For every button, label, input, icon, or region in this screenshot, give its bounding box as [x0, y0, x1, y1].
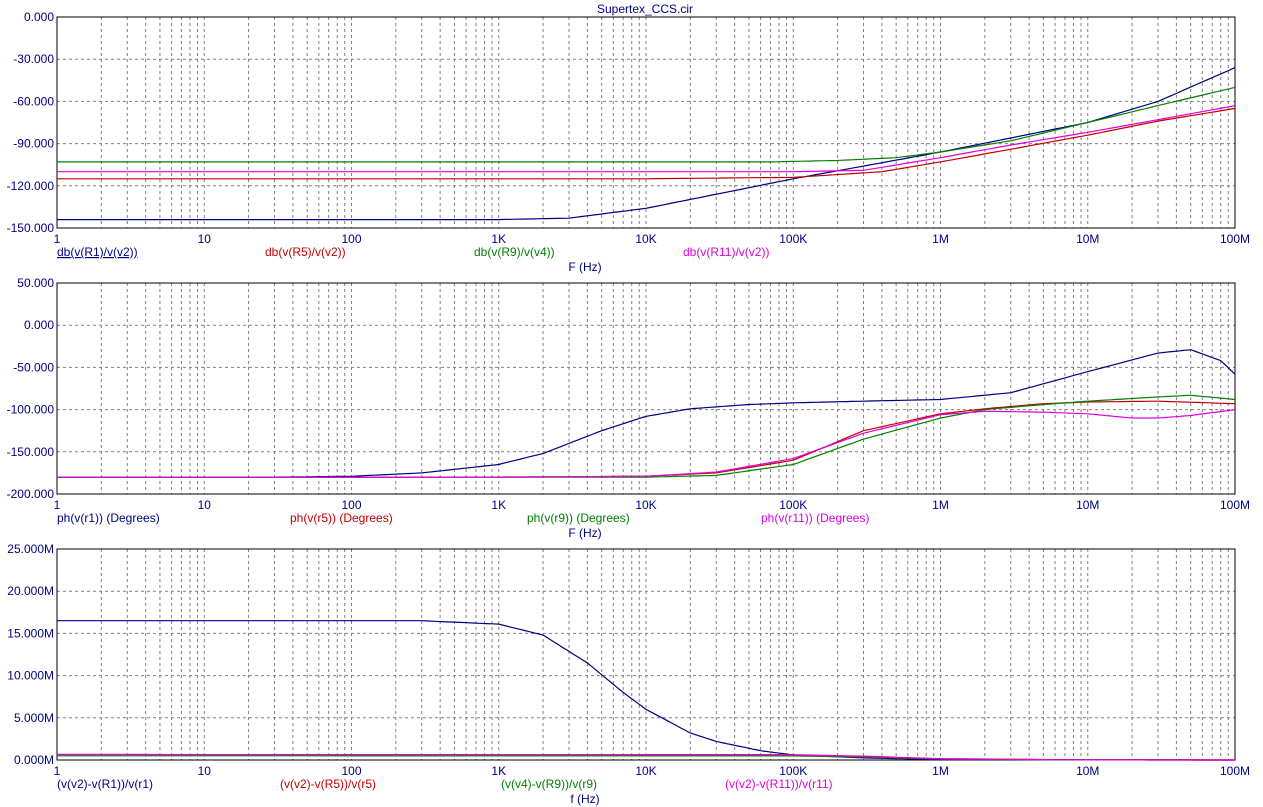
plot-frame [56, 282, 1236, 495]
y-tick-label: -60.000 [13, 94, 54, 108]
y-tick-label: -90.000 [13, 137, 54, 151]
y-tick-label: -30.000 [13, 52, 54, 66]
x-tick-label: 1M [932, 764, 949, 778]
series-line-3 [57, 409, 1236, 478]
x-tick-label: 1K [491, 498, 506, 512]
x-tick-label: 10K [635, 764, 656, 778]
y-tick-label: 10.000M [7, 669, 54, 683]
legend-entry: ph(v(r5)) (Degrees) [290, 511, 393, 525]
plot-frame [56, 16, 1236, 229]
x-tick-label: 10M [1076, 232, 1099, 246]
legend-entry: db(v(R1)/v(v2)) [57, 245, 138, 259]
x-tick-label: 100K [779, 498, 807, 512]
series-line-3 [57, 753, 1235, 761]
y-tick-label: 5.000M [14, 711, 54, 725]
series-line-3 [57, 105, 1236, 173]
x-tick-label: 10K [635, 498, 656, 512]
x-tick-label: 1M [932, 232, 949, 246]
series-line-2 [57, 394, 1236, 478]
legend-entry: db(v(R11)/v(v2)) [683, 245, 769, 259]
series-line-0 [57, 349, 1236, 478]
x-tick-label: 100K [779, 764, 807, 778]
current-ratio-plot: 25.000M 20.000M 15.000M 10.000M 5.000M 0.000M… [7, 542, 1250, 806]
y-tick-label: 0.000M [14, 753, 54, 767]
y-tick-label: 50.000 [17, 276, 54, 290]
x-tick-label: 100 [341, 764, 361, 778]
legend-entry: (v(v4)-v(R9))/v(r9) [501, 777, 597, 791]
y-tick-label: -100.000 [7, 403, 55, 417]
x-axis-label: F (Hz) [568, 526, 601, 540]
x-tick-label: 100 [341, 232, 361, 246]
magnitude-plot: 0.000 -30.000 -60.000 -90.000 -120.000 -150.0… [7, 10, 1250, 274]
y-tick-label: -200.000 [7, 487, 55, 501]
phase-plot: 50.000 0.000 -50.000 -100.000 -150.000 -200.0… [7, 276, 1250, 540]
x-tick-label: 1 [54, 232, 61, 246]
x-tick-label: 10M [1076, 498, 1099, 512]
legend-entry: ph(v(r1)) (Degrees) [57, 511, 160, 525]
legend-entry: ph(v(r11)) (Degrees) [761, 511, 869, 525]
chart-title: Supertex_CCS.cir [597, 2, 693, 16]
y-tick-label: 0.000 [24, 318, 54, 332]
series-line-1 [57, 107, 1236, 180]
x-tick-label: 1K [491, 764, 506, 778]
y-tick-label: -150.000 [7, 445, 55, 459]
y-tick-label: -150.000 [7, 221, 55, 235]
x-tick-label: 100K [779, 232, 807, 246]
y-tick-label: 20.000M [7, 584, 54, 598]
x-tick-label: 1 [54, 764, 61, 778]
plot-frame [56, 548, 1236, 761]
y-tick-label: -50.000 [13, 360, 54, 374]
legend-entry: db(v(R9)/v(v4)) [474, 245, 555, 259]
x-tick-label: 100M [1220, 764, 1250, 778]
series-line-2 [57, 86, 1236, 163]
y-tick-label: 0.000 [24, 10, 54, 24]
legend-entry: db(v(R5)/v(v2)) [265, 245, 346, 259]
x-tick-label: 1M [932, 498, 949, 512]
x-tick-label: 100M [1220, 498, 1250, 512]
x-tick-label: 10K [635, 232, 656, 246]
x-tick-label: 10 [198, 232, 212, 246]
legend-entry: (v(v2)-v(R11))/v(r11) [725, 777, 833, 791]
legend-entry: (v(v2)-v(R5))/v(r5) [280, 777, 376, 791]
x-tick-label: 10 [198, 498, 212, 512]
x-tick-label: 10 [198, 764, 212, 778]
x-tick-label: 1 [54, 498, 61, 512]
y-tick-label: -120.000 [7, 179, 55, 193]
x-tick-label: 1K [491, 232, 506, 246]
x-axis-label: F (Hz) [568, 260, 601, 274]
legend-entry: ph(v(r9)) (Degrees) [527, 511, 630, 525]
x-axis-label: f (Hz) [570, 792, 599, 806]
x-tick-label: 10M [1076, 764, 1099, 778]
legend-entry: (v(v2)-v(R1))/v(r1) [57, 777, 153, 791]
y-tick-label: 25.000M [7, 542, 54, 556]
x-tick-label: 100 [341, 498, 361, 512]
x-tick-label: 100M [1220, 232, 1250, 246]
y-tick-label: 15.000M [7, 626, 54, 640]
